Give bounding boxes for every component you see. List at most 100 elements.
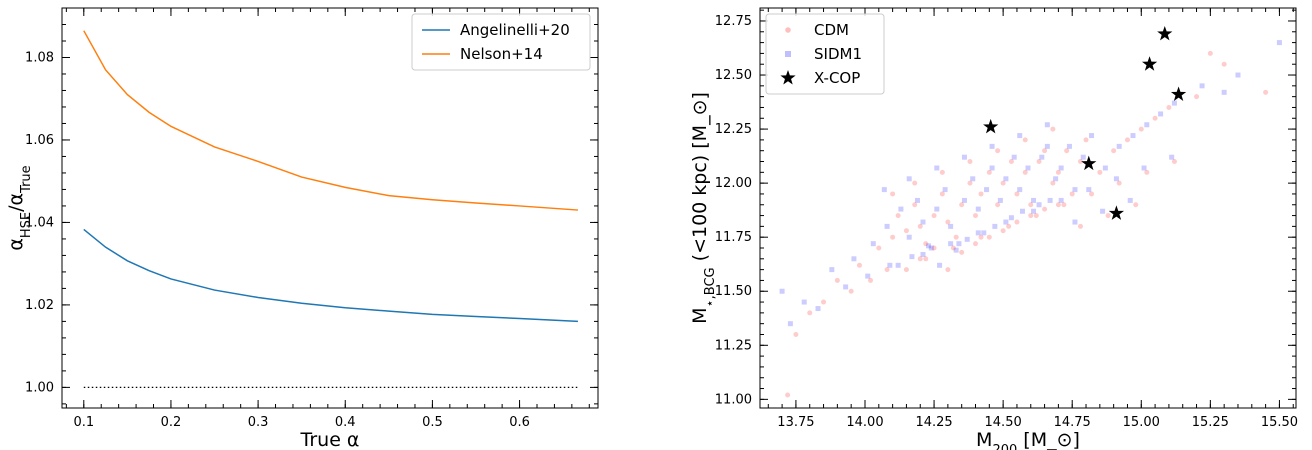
scatter-point xyxy=(1083,137,1089,143)
scatter-point xyxy=(1044,122,1050,128)
right-chart: 13.75 14.00 14.25 14.50 14.75 15.00 15.25 15.50… xyxy=(689,7,1298,450)
left-axis-ticks: 0.1 0.2 0.3 0.4 0.5 0.6 1.00 1.02 1.04 1.06 1.08 xyxy=(25,7,598,430)
scatter-point xyxy=(793,331,799,337)
scatter-point xyxy=(945,267,951,273)
scatter-point xyxy=(1058,165,1064,171)
scatter-point xyxy=(1031,208,1037,214)
y-tick-label: 12.25 xyxy=(715,122,752,137)
scatter-point xyxy=(1061,202,1067,208)
legend-swatch xyxy=(780,70,796,85)
legend-box xyxy=(411,13,591,71)
scatter-point xyxy=(884,267,890,273)
scatter-point xyxy=(903,228,909,234)
scatter-point xyxy=(1014,219,1020,225)
scatter-point xyxy=(973,241,979,247)
series-line xyxy=(83,228,578,323)
scatter-point xyxy=(948,241,954,247)
scatter-point xyxy=(953,247,959,253)
scatter-point xyxy=(1089,191,1095,197)
scatter-point xyxy=(959,249,965,255)
legend-swatch xyxy=(785,51,791,57)
right-y-axis-label: M⋆,BCG (<100 kpc) [M_⊙] xyxy=(689,92,718,324)
scatter-point xyxy=(1058,197,1064,203)
y-tick-label: 11.75 xyxy=(715,230,752,245)
scatter-point xyxy=(914,197,920,203)
scatter-point xyxy=(865,273,871,279)
x-tick-label: 15.50 xyxy=(1261,415,1298,430)
scatter-point xyxy=(959,202,965,208)
scatter-point xyxy=(1138,126,1144,132)
scatter-point xyxy=(975,206,981,212)
left-x-axis-label: True α xyxy=(300,429,360,450)
scatter-point xyxy=(1207,50,1213,56)
x-tick-label: 15.00 xyxy=(1123,415,1160,430)
star-marker xyxy=(1157,25,1173,41)
scatter-point xyxy=(1072,187,1078,193)
scatter-point xyxy=(1042,148,1048,154)
scatter-point xyxy=(870,241,876,247)
scatter-point xyxy=(1017,187,1023,193)
y-tick-label: 1.06 xyxy=(25,133,54,148)
scatter-point xyxy=(928,245,934,251)
left-plot-frame xyxy=(61,7,599,409)
scatter-point xyxy=(787,321,793,327)
scatter-point xyxy=(1100,208,1106,214)
scatter-point xyxy=(956,241,962,247)
scatter-point xyxy=(912,202,918,208)
scatter-point xyxy=(1144,122,1150,128)
scatter-point xyxy=(1031,197,1037,203)
scatter-point xyxy=(903,267,909,273)
y-tick-label: 11.50 xyxy=(715,284,752,299)
scatter-point xyxy=(1019,208,1025,214)
star-marker xyxy=(1170,86,1187,101)
scatter-point xyxy=(815,306,821,312)
scatter-point xyxy=(986,234,992,240)
scatter-point xyxy=(970,176,976,182)
scatter-point xyxy=(898,206,904,212)
scatter-point xyxy=(995,202,1001,208)
scatter-point xyxy=(1008,215,1014,221)
scatter-point xyxy=(895,262,901,268)
scatter-point xyxy=(843,284,849,290)
scatter-point xyxy=(967,180,973,186)
legend-label: Angelinelli+20 xyxy=(460,21,570,39)
x-tick-label: 14.75 xyxy=(1054,415,1091,430)
scatter-point xyxy=(881,187,887,193)
scatter-point xyxy=(856,262,862,268)
scatter-point xyxy=(937,262,943,268)
legend-label: CDM xyxy=(814,21,849,39)
x-tick-label: 14.00 xyxy=(846,415,883,430)
scatter-point xyxy=(829,267,835,273)
scatter-point xyxy=(1028,202,1034,208)
scatter-point xyxy=(1055,169,1061,175)
scatter-point xyxy=(1111,148,1117,154)
x-tick-label: 15.25 xyxy=(1192,415,1229,430)
scatter-point xyxy=(961,154,967,160)
scatter-point xyxy=(989,165,995,171)
scatter-point xyxy=(1006,223,1012,229)
scatter-point xyxy=(1042,206,1048,212)
scatter-point xyxy=(876,245,882,251)
scatter-point xyxy=(1050,180,1056,186)
scatter-point xyxy=(986,169,992,175)
scatter-point xyxy=(953,234,959,240)
scatter-point xyxy=(917,256,923,262)
scatter-point xyxy=(1144,169,1150,175)
scatter-point xyxy=(926,243,932,249)
scatter-point xyxy=(1089,133,1095,139)
scatter-point xyxy=(917,223,923,229)
scatter-point xyxy=(1064,148,1070,154)
scatter-point xyxy=(978,234,984,240)
scatter-point xyxy=(1116,143,1122,149)
x-tick-label: 0.6 xyxy=(509,415,530,430)
left-plot-data xyxy=(83,30,579,389)
y-tick-label: 12.00 xyxy=(715,176,752,191)
scatter-point xyxy=(848,288,854,294)
scatter-point xyxy=(1166,104,1172,110)
scatter-point xyxy=(939,191,945,197)
scatter-point xyxy=(945,219,951,225)
scatter-point xyxy=(942,187,948,193)
scatter-point xyxy=(890,234,896,240)
scatter-point xyxy=(1072,219,1078,225)
left-y-axis-label: αHSE/αTrue xyxy=(5,165,34,250)
